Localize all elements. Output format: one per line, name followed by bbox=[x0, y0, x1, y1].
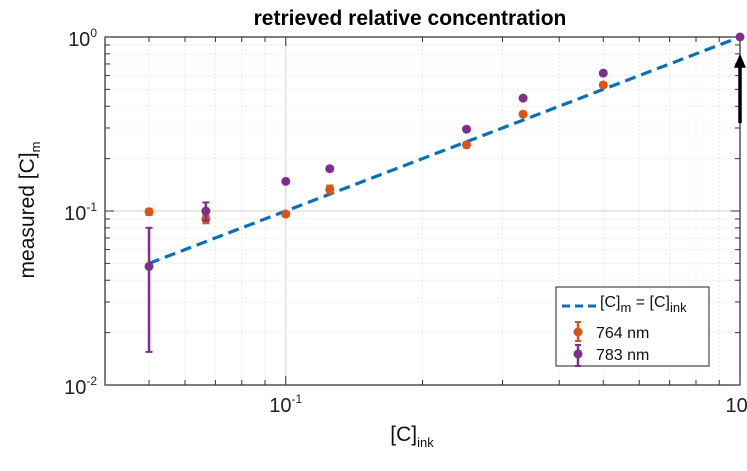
y-tick-label: 10-1 bbox=[64, 200, 97, 225]
arrow-head bbox=[734, 53, 746, 68]
y-tick-label-base: 10 bbox=[64, 377, 86, 399]
data-point bbox=[144, 207, 154, 217]
reference-line-group bbox=[148, 35, 741, 265]
data-series bbox=[144, 32, 745, 353]
data-point bbox=[325, 164, 335, 174]
data-point bbox=[281, 209, 291, 219]
y-tick-label: 100 bbox=[68, 26, 97, 51]
legend-label-764: 764 nm bbox=[596, 325, 649, 342]
y-tick-label-exponent: 0 bbox=[90, 26, 97, 40]
y-axis-label-base: measured [C] bbox=[16, 152, 39, 278]
y-axis-label: measured [C]m bbox=[16, 142, 43, 279]
x-tick-label: 10-1 bbox=[269, 392, 302, 417]
data-point bbox=[201, 206, 211, 216]
legend: [C]m = [C]ink 764 nm 783 nm bbox=[555, 286, 710, 367]
x-tick-label: 100 bbox=[726, 392, 747, 417]
annotations bbox=[734, 53, 746, 124]
x-tick-label-base: 10 bbox=[269, 395, 291, 417]
data-point bbox=[325, 184, 335, 194]
reference-line bbox=[148, 35, 741, 265]
y-tick-label-base: 10 bbox=[68, 29, 90, 51]
data-point bbox=[598, 68, 608, 78]
data-point bbox=[598, 80, 608, 90]
x-axis-label-base: [C] bbox=[390, 423, 417, 446]
legend-point-783 bbox=[573, 349, 583, 359]
x-axis-label: [C]ink bbox=[390, 423, 434, 450]
chart-title: retrieved relative concentration bbox=[254, 7, 567, 30]
y-tick-label-exponent: -1 bbox=[86, 200, 97, 214]
data-point bbox=[518, 109, 528, 119]
x-tick-label-base: 10 bbox=[726, 395, 747, 417]
tick-marks bbox=[104, 36, 741, 386]
legend-marker-764 bbox=[573, 321, 583, 342]
x-tick-label-exponent: -1 bbox=[292, 392, 303, 406]
series-783-nm bbox=[144, 32, 745, 353]
legend-point-764 bbox=[573, 327, 583, 337]
data-point bbox=[462, 140, 472, 150]
legend-ref-a-sub: m bbox=[620, 300, 631, 315]
data-point bbox=[281, 176, 291, 186]
data-point bbox=[518, 93, 528, 103]
legend-ref-eq: = [C] bbox=[631, 294, 670, 311]
y-axis-label-sub: m bbox=[28, 142, 43, 153]
legend-marker-783 bbox=[573, 344, 583, 367]
data-point bbox=[144, 261, 154, 271]
legend-label-reference: [C]m = [C]ink bbox=[600, 294, 687, 315]
legend-label-783: 783 nm bbox=[596, 347, 649, 364]
data-point bbox=[462, 124, 472, 134]
y-tick-label-base: 10 bbox=[64, 203, 86, 225]
data-point bbox=[735, 32, 745, 42]
legend-ref-a: [C] bbox=[600, 294, 620, 311]
y-tick-label: 10-2 bbox=[64, 374, 97, 399]
y-tick-label-exponent: -2 bbox=[86, 374, 97, 388]
x-axis-label-sub: ink bbox=[417, 435, 434, 450]
legend-ref-b-sub: ink bbox=[670, 300, 687, 315]
